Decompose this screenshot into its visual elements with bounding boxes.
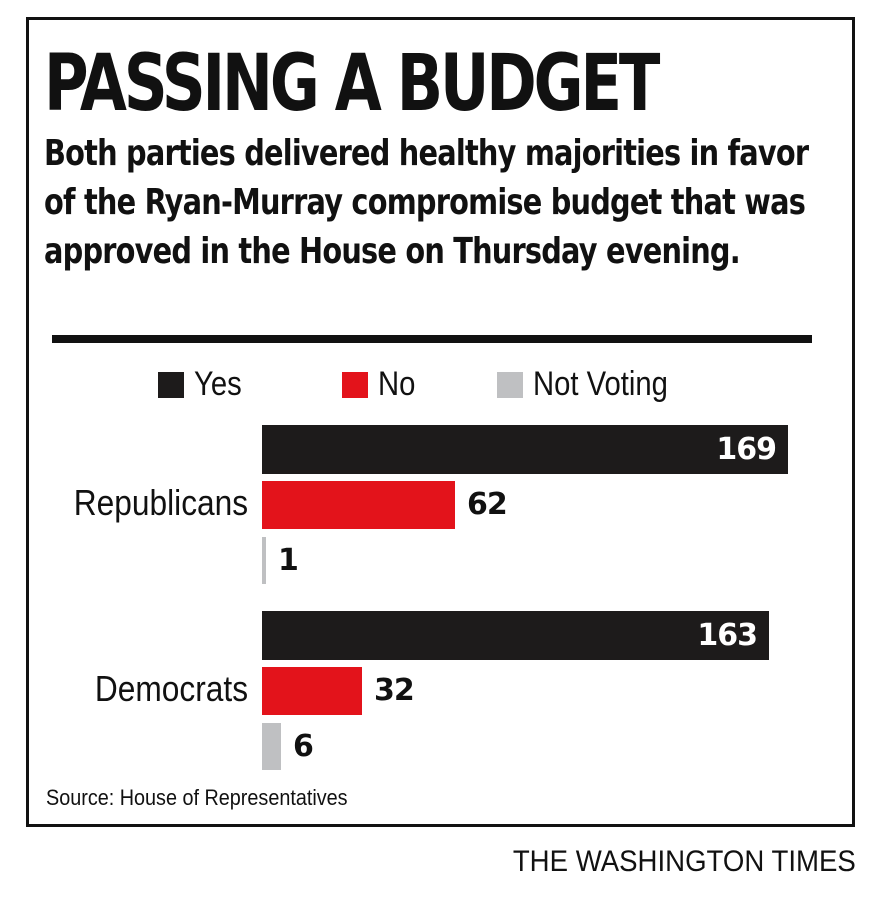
- data-label-democrats-yes: 163: [697, 617, 758, 653]
- bar-republicans-not-voting: [262, 537, 266, 584]
- bar-republicans-yes: [262, 425, 788, 474]
- legend-swatch-yes: [158, 372, 184, 398]
- bar-democrats-yes: [262, 611, 769, 660]
- legend-swatch-no: [342, 372, 368, 398]
- bar-republicans-no: [262, 481, 455, 529]
- bar-democrats-no: [262, 667, 362, 715]
- bar-democrats-not-voting: [262, 723, 281, 770]
- category-label-democrats: Democrats: [94, 668, 248, 709]
- legend-label-no: No: [378, 365, 416, 403]
- source-note: Source: House of Representatives: [46, 785, 348, 810]
- data-label-republicans-no: 62: [467, 487, 508, 522]
- data-label-democrats-no: 32: [374, 673, 415, 708]
- legend-swatch-not-voting: [497, 372, 523, 398]
- chart-subtitle: Both parties delivered healthy majoritie…: [44, 133, 809, 272]
- title-divider: [52, 335, 812, 343]
- category-label-republicans: Republicans: [73, 482, 248, 523]
- legend-label-not-voting: Not Voting: [533, 365, 668, 403]
- legend-label-yes: Yes: [194, 365, 242, 403]
- publisher-brand: THE WASHINGTON TIMES: [513, 845, 856, 878]
- data-label-republicans-not-voting: 1: [278, 542, 299, 578]
- chart-frame: [26, 17, 855, 827]
- data-label-republicans-yes: 169: [716, 431, 777, 467]
- chart-title: PASSING A BUDGET: [44, 39, 660, 129]
- data-label-democrats-not-voting: 6: [293, 728, 314, 764]
